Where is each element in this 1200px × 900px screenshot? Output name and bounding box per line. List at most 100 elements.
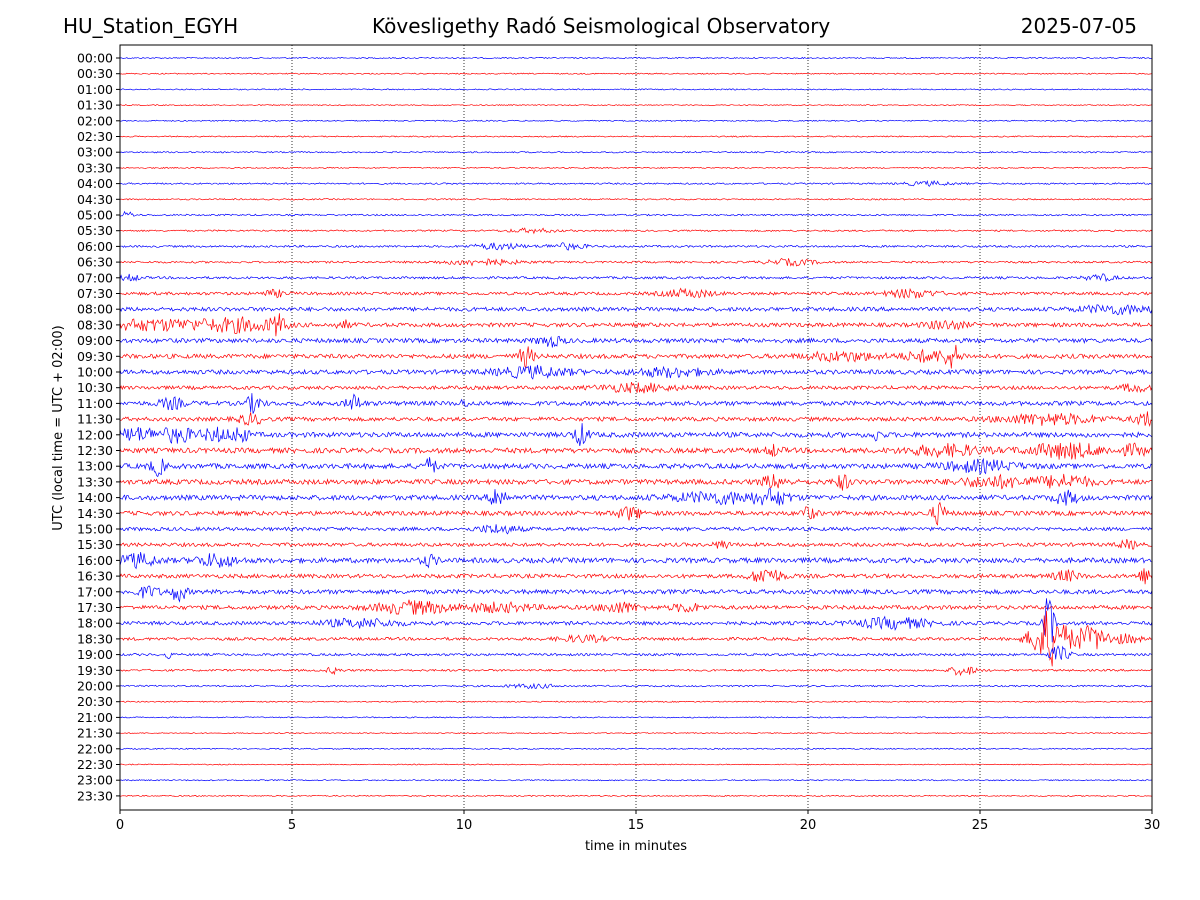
trace-1500: [119, 524, 1153, 535]
y-tick-label: 03:00: [77, 145, 113, 160]
trace-1400: [119, 487, 1153, 506]
y-tick-label: 10:00: [77, 365, 113, 380]
trace-0400: [119, 179, 1153, 187]
y-tick-label: 18:00: [77, 616, 113, 631]
y-tick-label: 20:30: [77, 694, 113, 709]
trace-2000: [119, 682, 1153, 690]
trace-1330: [119, 473, 1153, 491]
x-tick-label: 5: [288, 818, 296, 833]
trace-0930: [119, 344, 1153, 370]
trace-1230: [119, 442, 1153, 460]
trace-0630: [119, 258, 1153, 267]
y-tick-label: 15:00: [77, 522, 113, 537]
y-tick-label: 12:30: [77, 443, 113, 458]
trace-2200: [119, 747, 1153, 750]
y-tick-label: 04:30: [77, 192, 113, 207]
y-tick-label: 21:30: [77, 726, 113, 741]
trace-1530: [119, 539, 1153, 550]
trace-0100: [119, 88, 1153, 91]
trace-0830: [119, 313, 1153, 337]
y-tick-label: 00:30: [77, 66, 113, 81]
trace-0300: [119, 150, 1153, 154]
y-tick-label: 08:00: [77, 302, 113, 317]
y-tick-label: 08:30: [77, 317, 113, 332]
trace-0330: [119, 166, 1153, 169]
trace-0230: [119, 135, 1153, 138]
y-tick-label: 14:00: [77, 490, 113, 505]
trace-0730: [119, 287, 1153, 299]
y-tick-label: 23:00: [77, 773, 113, 788]
grid-lines: [291, 45, 981, 810]
trace-1300: [119, 457, 1153, 478]
y-tick-label: 07:30: [77, 286, 113, 301]
y-tick-label: 17:00: [77, 584, 113, 599]
y-axis-ticks: 00:0000:3001:0001:3002:0002:3003:0003:30…: [77, 51, 120, 803]
trace-0900: [119, 335, 1153, 348]
y-axis-label: UTC (local time = UTC + 02:00): [51, 325, 66, 530]
trace-1430: [119, 501, 1153, 526]
y-tick-label: 00:00: [77, 51, 113, 66]
y-tick-label: 01:30: [77, 98, 113, 113]
trace-1700: [119, 585, 1153, 603]
station-name: HU_Station_EGYH: [63, 14, 239, 38]
x-tick-label: 30: [1144, 818, 1161, 833]
trace-2300: [119, 779, 1153, 782]
y-tick-label: 20:00: [77, 679, 113, 694]
trace-1600: [119, 552, 1153, 570]
trace-0000: [119, 56, 1153, 60]
trace-1730: [119, 599, 1153, 615]
trace-1130: [119, 411, 1153, 427]
trace-1930: [119, 666, 1152, 677]
x-tick-label: 15: [628, 818, 645, 833]
trace-1000: [119, 364, 1153, 380]
trace-1630: [119, 568, 1153, 585]
y-tick-label: 13:00: [77, 459, 113, 474]
y-tick-label: 11:30: [77, 412, 113, 427]
y-tick-label: 01:00: [77, 82, 113, 97]
y-tick-label: 22:00: [77, 741, 113, 756]
trace-0430: [119, 198, 1153, 201]
y-tick-label: 19:00: [77, 647, 113, 662]
trace-1830: [119, 610, 1153, 667]
trace-1200: [119, 423, 1153, 446]
y-tick-label: 19:30: [77, 663, 113, 678]
seismic-traces: [119, 56, 1153, 797]
trace-2330: [119, 794, 1153, 797]
x-tick-label: 25: [972, 818, 989, 833]
trace-0030: [119, 72, 1153, 75]
y-tick-label: 05:30: [77, 223, 113, 238]
y-tick-label: 22:30: [77, 757, 113, 772]
y-tick-label: 15:30: [77, 537, 113, 552]
x-tick-label: 0: [116, 818, 124, 833]
y-tick-label: 18:30: [77, 631, 113, 646]
x-tick-label: 20: [800, 818, 817, 833]
trace-1100: [119, 393, 1153, 414]
y-tick-label: 23:30: [77, 788, 113, 803]
y-tick-label: 13:30: [77, 474, 113, 489]
y-tick-label: 14:30: [77, 506, 113, 521]
trace-0700: [119, 273, 1153, 283]
trace-1900: [119, 645, 1153, 660]
chart-title: Kövesligethy Radó Seismological Observat…: [372, 14, 831, 38]
trace-2100: [119, 716, 1153, 719]
trace-2230: [119, 763, 1153, 766]
y-tick-label: 02:30: [77, 129, 113, 144]
trace-0800: [119, 304, 1153, 316]
y-tick-label: 02:00: [77, 113, 113, 128]
x-axis-label: time in minutes: [585, 839, 687, 854]
y-tick-label: 10:30: [77, 380, 113, 395]
y-tick-label: 03:30: [77, 160, 113, 175]
trace-1800: [119, 598, 1153, 643]
y-tick-label: 16:00: [77, 553, 113, 568]
y-tick-label: 09:30: [77, 349, 113, 364]
trace-0530: [119, 227, 1153, 235]
y-tick-label: 09:00: [77, 333, 113, 348]
y-tick-label: 12:00: [77, 427, 113, 442]
y-tick-label: 07:00: [77, 270, 113, 285]
trace-0130: [119, 104, 1153, 107]
y-tick-label: 04:00: [77, 176, 113, 191]
trace-0500: [119, 210, 1153, 217]
y-tick-label: 11:00: [77, 396, 113, 411]
y-tick-label: 05:00: [77, 208, 113, 223]
